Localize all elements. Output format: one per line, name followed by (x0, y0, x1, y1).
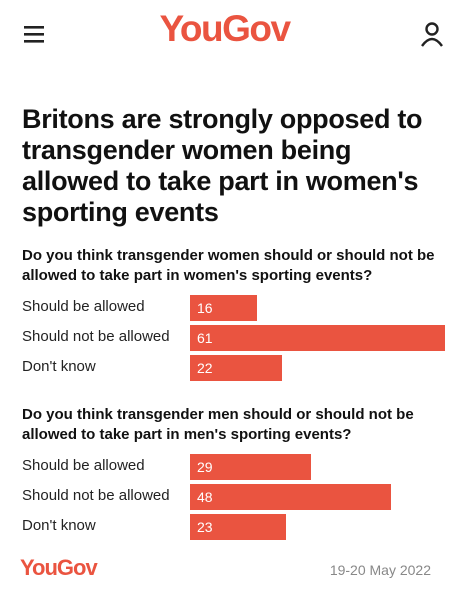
footer-date: 19-20 May 2022 (329, 562, 431, 578)
chart: Do you think transgender men should or s… (22, 405, 447, 543)
chart: Do you think transgender women should or… (22, 246, 447, 384)
bar: 23 (190, 514, 287, 540)
bar: 48 (190, 484, 391, 510)
headline: Britons are strongly opposed to transgen… (22, 104, 423, 227)
bar-row: Should not be allowed 48 (22, 483, 447, 513)
category-label: Don't know (22, 517, 96, 534)
value-label: 48 (197, 489, 213, 505)
bar-row: Don't know 23 (22, 513, 447, 543)
user-icon[interactable] (420, 22, 444, 48)
bar: 16 (190, 295, 257, 321)
bar-row: Should be allowed 16 (22, 294, 447, 324)
bar: 29 (190, 454, 312, 480)
category-label: Don't know (22, 358, 96, 375)
menu-icon[interactable] (24, 26, 46, 44)
value-label: 29 (197, 459, 213, 475)
value-label: 22 (197, 360, 213, 376)
bar-row: Should be allowed 29 (22, 453, 447, 483)
bar-row: Don't know 22 (22, 354, 447, 384)
chart-title: Do you think transgender men should or s… (22, 406, 414, 443)
value-label: 16 (197, 300, 213, 316)
logo[interactable]: YouGov (159, 8, 291, 49)
footer-logo: YouGov (20, 555, 98, 580)
value-label: 23 (197, 519, 213, 535)
bar: 22 (190, 355, 282, 381)
category-label: Should be allowed (22, 298, 145, 315)
bar: 61 (190, 325, 445, 351)
category-label: Should not be allowed (22, 487, 170, 504)
value-label: 61 (197, 330, 213, 346)
category-label: Should not be allowed (22, 328, 170, 345)
category-label: Should be allowed (22, 457, 145, 474)
bar-row: Should not be allowed 61 (22, 324, 447, 354)
chart-title: Do you think transgender women should or… (22, 247, 435, 284)
